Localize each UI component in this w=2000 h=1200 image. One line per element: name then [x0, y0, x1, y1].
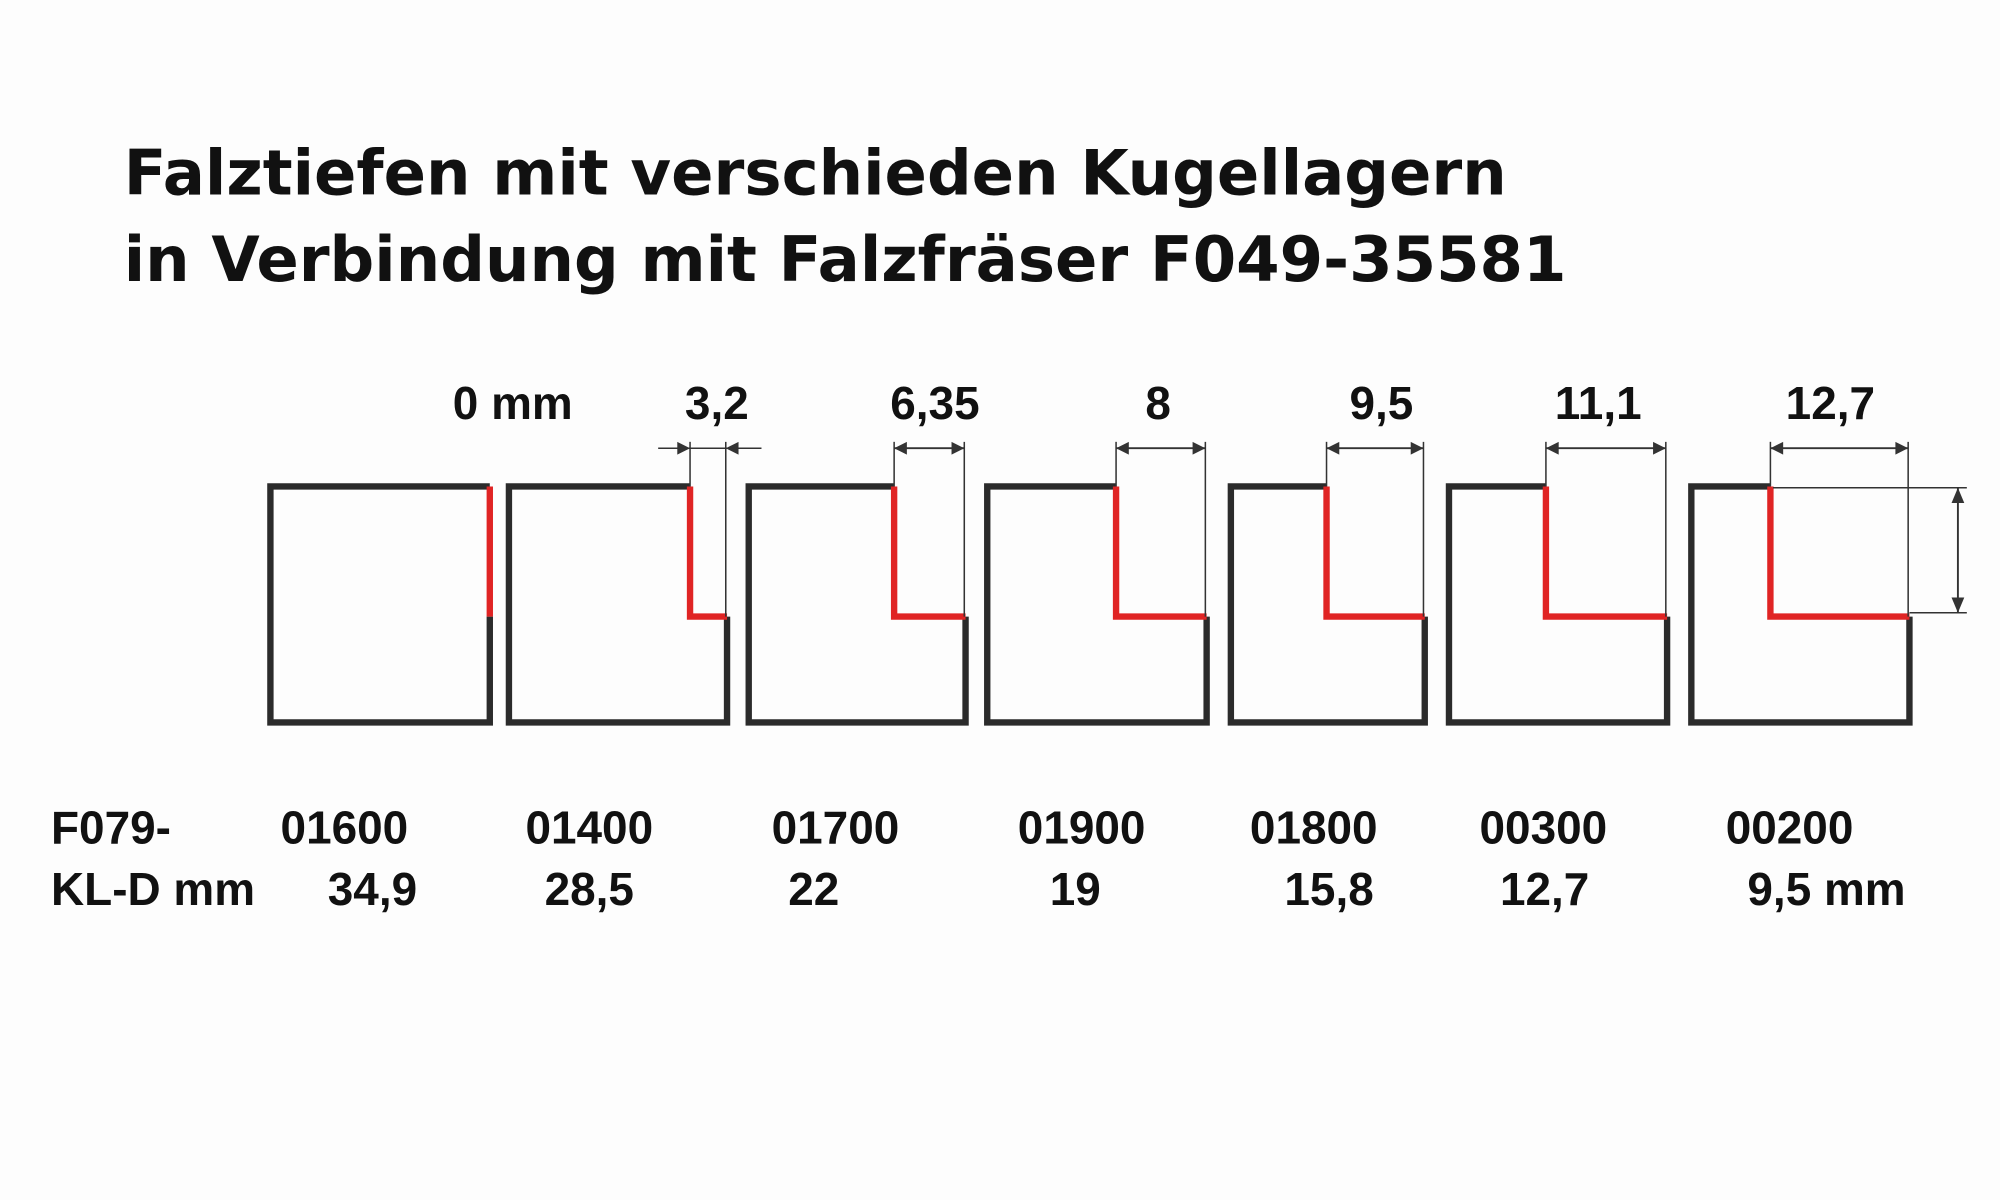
arrowhead: [1192, 441, 1206, 455]
profiles: [267, 441, 1967, 726]
rebate-edge: [1542, 486, 1668, 620]
code-value: 01900: [1018, 802, 1146, 854]
diameter-value: 15,8: [1284, 863, 1373, 915]
rebate-edge: [1767, 486, 1910, 620]
arrowhead: [725, 441, 739, 455]
profile-outline: [984, 483, 1210, 726]
arrowhead: [1951, 487, 1965, 504]
arrowhead: [1951, 597, 1965, 613]
arrowhead: [1895, 441, 1909, 455]
arrowhead: [1326, 441, 1340, 455]
depth-label: 11,1: [1555, 377, 1642, 429]
depth-label: 6,35: [890, 377, 979, 429]
depth-labels: 0 mm 3,2 6,35 8 9,5 11,1 12,7: [453, 377, 1875, 429]
diameter-row-label: KL-D mm: [51, 863, 255, 915]
diameter-value: 12,7: [1500, 863, 1589, 915]
diameter-row: KL-D mm 34,9 28,5 22 19 15,8 12,7 9,5 mm: [51, 863, 1906, 915]
arrowhead: [951, 441, 965, 455]
arrowhead: [677, 441, 691, 455]
rebate-edge: [1112, 486, 1207, 620]
depth-label: 3,2: [685, 377, 749, 429]
diameter-value: 22: [788, 863, 839, 915]
code-value: 00300: [1480, 802, 1608, 854]
rebate-edge: [1323, 486, 1425, 620]
code-row-label: F079-: [51, 802, 171, 854]
depth-label: 0 mm: [453, 377, 573, 429]
depth-label: 12,7: [1786, 377, 1875, 429]
code-value: 00200: [1726, 802, 1854, 854]
profile-outline: [505, 483, 731, 726]
arrowhead: [1116, 441, 1129, 455]
code-value: 01800: [1250, 802, 1378, 854]
code-row: F079- 01600 01400 01700 01900 01800 0030…: [51, 802, 1853, 854]
profile-outline: [1688, 483, 1913, 726]
arrowhead: [1770, 441, 1784, 455]
code-value: 01600: [281, 802, 409, 854]
arrowhead: [1410, 441, 1424, 455]
profile-outline: [1445, 483, 1671, 726]
depth-label: 8: [1145, 377, 1171, 429]
code-value: 01400: [525, 802, 653, 854]
rebate-edge: [686, 486, 728, 620]
diameter-value: 28,5: [545, 863, 634, 915]
title-line-1: Falztiefen mit verschieden Kugellagern: [124, 136, 1507, 209]
rebate-edge: [890, 486, 966, 620]
arrowhead: [894, 441, 907, 455]
diameter-value: 34,9: [328, 863, 417, 915]
diameter-value: 19: [1050, 863, 1101, 915]
profile-outline: [745, 483, 969, 726]
profile-outline: [267, 483, 493, 726]
depth-label: 9,5: [1349, 377, 1413, 429]
diameter-value: 9,5 mm: [1747, 863, 1905, 915]
arrowhead: [1545, 441, 1559, 455]
title-line-2: in Verbindung mit Falzfräser F049-35581: [124, 223, 1567, 296]
arrowhead: [1653, 441, 1666, 455]
profile-outline: [1227, 483, 1428, 726]
code-value: 01700: [772, 802, 900, 854]
